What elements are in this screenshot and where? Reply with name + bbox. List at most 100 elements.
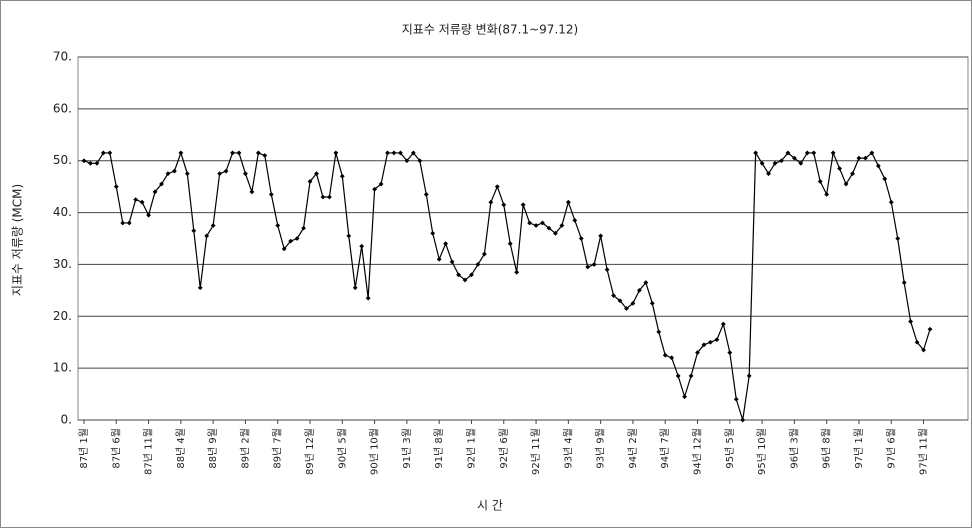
- data-point: [191, 228, 197, 234]
- data-point: [791, 155, 797, 161]
- data-point: [268, 192, 274, 197]
- y-axis-label: 지표수 저류량 (MCM): [11, 184, 25, 296]
- x-tick-label: 90년 5월: [336, 428, 348, 469]
- data-point: [100, 150, 106, 156]
- data-point: [914, 339, 920, 345]
- data-point: [643, 280, 649, 285]
- data-point: [113, 184, 119, 190]
- x-tick-label: 92년 6월: [498, 428, 510, 469]
- data-point: [281, 246, 287, 252]
- data-point: [469, 272, 474, 278]
- data-point: [572, 217, 578, 223]
- data-point: [172, 168, 177, 174]
- data-point: [617, 298, 623, 304]
- data-point: [669, 355, 675, 361]
- data-point: [695, 350, 700, 355]
- data-point: [540, 220, 545, 226]
- data-point: [766, 171, 771, 177]
- data-point: [804, 150, 810, 156]
- data-point: [850, 171, 855, 177]
- data-point: [236, 150, 242, 156]
- data-point: [184, 171, 190, 177]
- data-point: [675, 373, 681, 379]
- data-point: [624, 306, 629, 311]
- data-point: [811, 150, 817, 156]
- data-point: [682, 394, 687, 400]
- data-point: [901, 280, 907, 285]
- data-point: [159, 181, 164, 187]
- data-point: [856, 155, 862, 161]
- x-tick-label: 91년 8월: [433, 428, 445, 469]
- data-point: [449, 259, 455, 265]
- data-point: [604, 267, 610, 273]
- data-point: [359, 243, 365, 249]
- data-point: [875, 163, 881, 169]
- data-point: [888, 199, 894, 205]
- data-point: [688, 373, 694, 379]
- x-tick-label: 89년 7월: [272, 428, 284, 469]
- data-point: [720, 321, 726, 327]
- data-point: [585, 264, 591, 270]
- data-point: [908, 319, 914, 324]
- data-point: [662, 352, 668, 358]
- data-point: [456, 272, 461, 278]
- data-point: [94, 160, 100, 166]
- data-point: [733, 396, 739, 402]
- x-tick-label: 97년 1월: [853, 428, 865, 469]
- data-point: [921, 347, 926, 353]
- data-point: [830, 150, 836, 156]
- data-point: [559, 223, 565, 228]
- x-tick-label: 90년 10월: [369, 428, 381, 475]
- data-point: [385, 150, 390, 156]
- data-point: [843, 181, 849, 187]
- data-point: [126, 220, 132, 226]
- data-point: [753, 150, 759, 156]
- data-point: [714, 337, 720, 343]
- data-point: [417, 158, 423, 164]
- data-point: [339, 173, 345, 179]
- data-point: [630, 300, 636, 306]
- data-point: [882, 176, 888, 182]
- x-tick-label: 94년 12월: [692, 428, 704, 475]
- data-point: [481, 251, 487, 257]
- data-point: [598, 233, 604, 239]
- data-point: [152, 189, 158, 195]
- data-point: [514, 269, 520, 275]
- plot-area: [77, 56, 969, 421]
- x-tick-label: 95년 5월: [724, 428, 736, 469]
- data-point: [139, 199, 145, 205]
- x-tick-label: 97년 11월: [918, 428, 930, 475]
- data-point: [837, 166, 842, 171]
- data-point: [443, 241, 449, 247]
- x-tick-label: 87년 11월: [143, 428, 155, 475]
- data-point: [178, 150, 184, 156]
- data-point: [107, 150, 113, 156]
- data-point: [288, 238, 294, 244]
- y-tick-label: 50.: [53, 153, 72, 167]
- data-point: [727, 350, 733, 355]
- data-point: [133, 197, 139, 203]
- x-tick-label: 93년 4월: [562, 428, 574, 469]
- data-point: [869, 150, 875, 156]
- x-tick-label: 97년 6월: [885, 428, 897, 469]
- data-point: [824, 192, 830, 197]
- x-tick-label: 94년 7월: [659, 428, 671, 469]
- data-point: [553, 230, 558, 236]
- data-point: [404, 158, 410, 164]
- data-point: [372, 186, 378, 192]
- data-point: [527, 220, 533, 226]
- data-point: [255, 150, 261, 156]
- data-point: [746, 373, 752, 379]
- data-point: [210, 223, 216, 228]
- data-point: [249, 189, 255, 195]
- x-tick-label: 93년 9월: [595, 428, 607, 469]
- x-tick-label: 89년 2월: [239, 428, 251, 469]
- x-tick-label: 96년 3월: [788, 428, 800, 469]
- data-point: [436, 256, 442, 262]
- data-point: [81, 158, 87, 164]
- x-tick-label: 92년 1월: [465, 428, 477, 469]
- y-tick-label: 60.: [53, 101, 72, 115]
- data-point: [365, 295, 371, 301]
- data-point: [927, 326, 933, 332]
